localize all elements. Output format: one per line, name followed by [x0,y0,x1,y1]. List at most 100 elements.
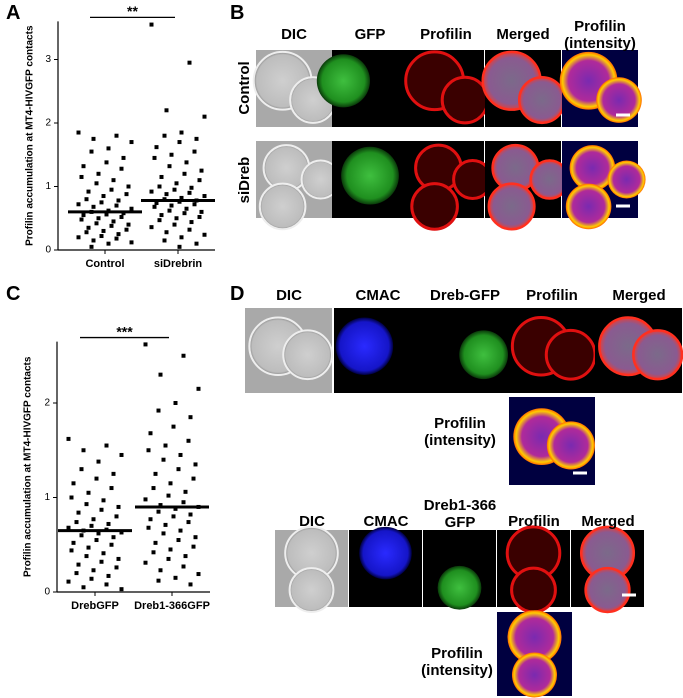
data-point [74,571,79,576]
data-point [156,408,161,413]
column-header: DIC [299,513,325,530]
data-point [164,108,169,113]
data-point [66,436,71,441]
cell [410,182,459,231]
panel-label: A [6,2,21,24]
data-point [89,149,94,154]
data-point [99,200,104,205]
data-point [106,521,111,526]
data-point [84,197,89,202]
data-point [84,230,89,235]
cell [512,652,557,698]
data-point [146,525,151,530]
data-point [152,204,157,209]
data-point [94,538,99,543]
data-point [86,189,91,194]
data-point [89,523,94,528]
data-point [183,489,188,494]
data-point [177,140,182,145]
data-point [84,502,89,507]
cell [359,526,412,580]
x-tick-label: DrebGFP [71,600,119,612]
y-tick-label: 3 [45,54,51,65]
data-point [176,467,181,472]
data-point [81,448,86,453]
data-point [91,136,96,141]
data-point [101,498,106,503]
y-tick-label: 0 [45,245,51,256]
data-point [173,401,178,405]
data-point [76,562,81,567]
data-point [104,160,109,165]
data-point [148,431,153,436]
significance-label: ** [127,3,138,19]
cell [565,183,612,230]
data-point [111,178,116,183]
data-point [114,236,119,241]
cell [584,566,631,614]
cell [335,317,394,375]
data-point [116,232,121,237]
data-point [171,514,176,519]
data-point [89,244,94,249]
data-point [114,565,119,570]
data-point [191,476,196,481]
data-point [174,216,179,221]
data-point [181,353,186,358]
cell [341,146,399,205]
data-point [79,467,84,472]
significance-label: *** [116,323,133,339]
data-point [156,509,161,514]
data-point [119,587,124,592]
column-header: Profilin (intensity) [421,645,493,679]
column-header: Profilin [420,26,472,43]
cell [546,421,595,470]
x-tick-label: Control [85,258,124,270]
data-point [193,462,198,467]
data-point [194,136,199,141]
data-point [169,152,174,157]
data-point [158,372,163,377]
data-point [79,217,84,222]
data-point [149,189,154,194]
data-point [119,452,124,457]
data-point [181,564,186,569]
data-point [162,133,167,138]
data-point [172,187,177,192]
row-label: siDreb [236,157,253,204]
data-point [96,531,101,536]
data-point [129,206,134,211]
data-point [158,568,163,573]
data-point [91,204,96,209]
cell [437,565,482,610]
column-header: CMAC [363,513,409,530]
data-point [99,234,104,239]
data-point [187,227,192,232]
data-point [202,194,207,199]
data-point [157,218,162,223]
data-point [104,212,109,217]
data-point [106,573,111,578]
column-header: Dreb1-366 GFP [423,497,497,531]
data-point [148,517,153,522]
data-point [126,222,131,227]
data-point [116,504,121,509]
cell [459,330,509,380]
column-header: Merged [612,287,666,304]
data-point [188,415,193,420]
data-point [153,471,158,476]
data-point [202,232,207,237]
data-point [172,222,177,227]
data-point [81,585,86,590]
data-point [143,342,148,347]
data-point [163,522,168,527]
data-point [91,238,96,243]
data-point [188,512,193,517]
data-point [154,145,159,150]
data-point [104,443,109,448]
column-header: CMAC [355,287,401,304]
data-point [101,194,106,199]
panel-label: B [230,2,245,24]
data-point [196,386,201,391]
data-point [164,192,169,197]
